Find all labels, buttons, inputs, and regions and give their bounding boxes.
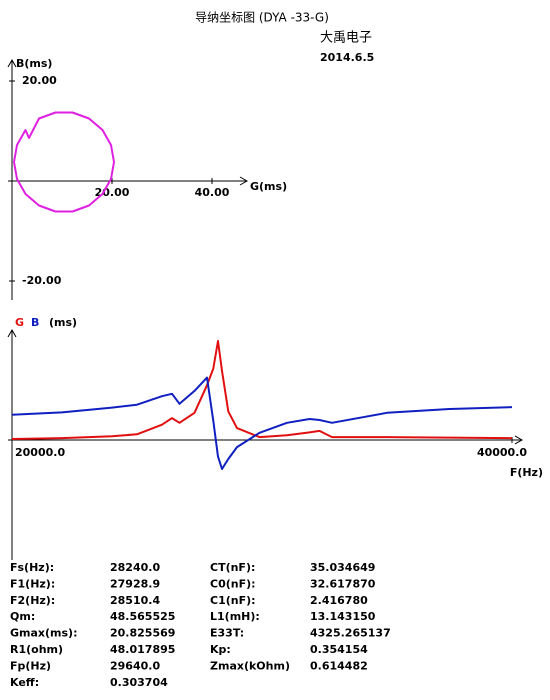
param-value: 13.143150 [310, 610, 376, 623]
param-value: 32.617870 [310, 577, 376, 590]
x-axis-label: G(ms) [250, 180, 287, 193]
data-line [11, 376, 513, 470]
company: 大禹电子 [320, 31, 372, 46]
param-label: CT(nF): [210, 561, 255, 574]
y-tick-label: 20.00 [22, 74, 57, 87]
param-label: C0(nF): [210, 577, 256, 590]
x-arrow [514, 435, 524, 445]
param-value: 0.614482 [310, 659, 368, 672]
x-tick-label: 40.00 [195, 186, 230, 199]
data-line [11, 340, 513, 440]
x-tick-label: 20000.0 [15, 446, 65, 459]
param-value: 28240.0 [110, 561, 160, 574]
param-label: Fs(Hz): [10, 561, 54, 574]
param-label: Keff: [10, 676, 39, 689]
param-label: Fp(Hz) [10, 659, 51, 672]
x-arrow [239, 176, 249, 186]
y-tick-label: -20.00 [22, 274, 62, 287]
param-value: 48.017895 [110, 643, 175, 656]
param-value: 29640.0 [110, 659, 160, 672]
y-axis-label: B(ms) [16, 57, 52, 70]
param-label: R1(ohm) [10, 643, 63, 656]
param-label: Gmax(ms): [10, 627, 77, 640]
x-tick-label: 40000.0 [477, 446, 527, 459]
param-label: Zmax(kOhm) [210, 659, 290, 672]
param-value: 28510.4 [110, 594, 160, 607]
y-arrow [7, 328, 17, 338]
param-label: C1(nF): [210, 594, 256, 607]
param-label: L1(mH): [210, 610, 260, 623]
param-value: 0.354154 [310, 643, 368, 656]
param-label: F1(Hz): [10, 577, 55, 590]
param-value: 48.565525 [110, 610, 175, 623]
param-value: 2.416780 [310, 594, 368, 607]
param-value: 4325.265137 [310, 627, 391, 640]
x-tick-label: 20.00 [95, 186, 130, 199]
date: 2014.6.5 [320, 51, 374, 64]
data-line [13, 111, 115, 213]
x-axis-label: F(Hz) [510, 466, 543, 479]
param-label: F2(Hz): [10, 594, 55, 607]
title: 导纳坐标图 (DYA -33-G) [195, 11, 329, 25]
param-label: Qm: [10, 610, 35, 623]
param-label: E33T: [210, 627, 244, 640]
param-value: 20.825569 [110, 627, 175, 640]
param-value: 27928.9 [110, 577, 160, 590]
legend-entry: B [31, 316, 39, 329]
y-axis-label: (ms) [49, 316, 77, 329]
y-arrow [7, 58, 17, 68]
legend-entry: G [15, 316, 24, 329]
param-label: Kp: [210, 643, 231, 656]
param-value: 35.034649 [310, 561, 375, 574]
param-value: 0.303704 [110, 676, 168, 689]
